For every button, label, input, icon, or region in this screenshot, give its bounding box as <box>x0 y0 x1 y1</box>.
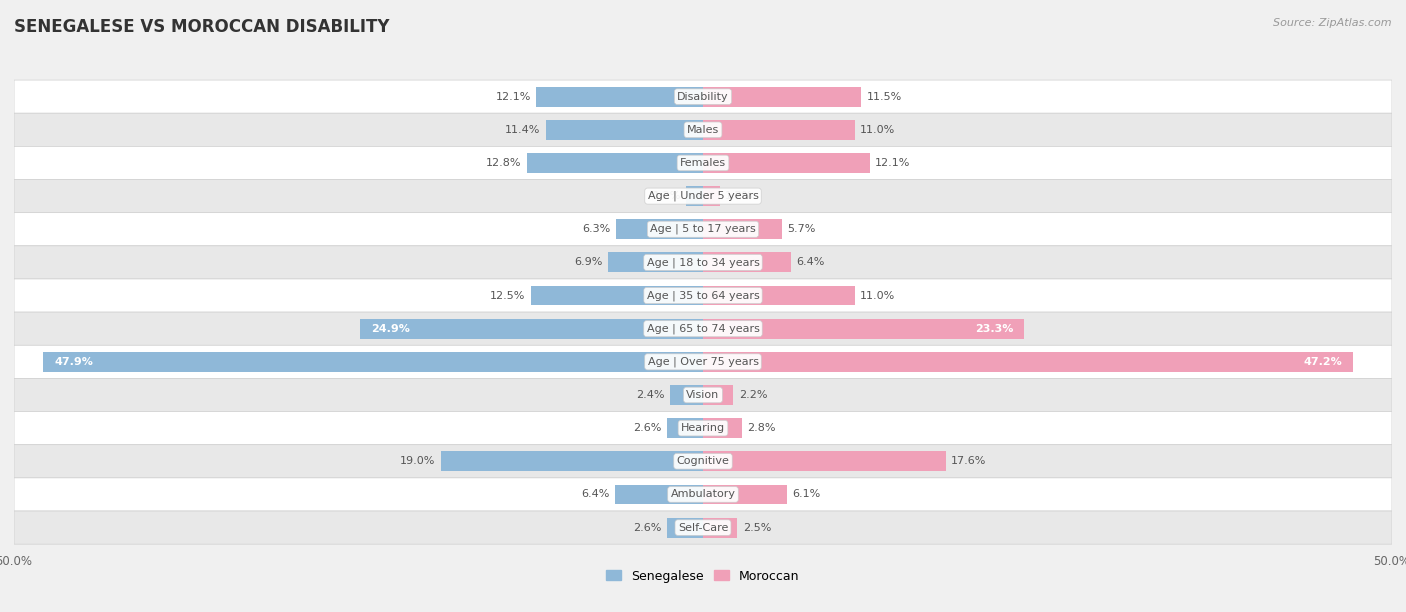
FancyBboxPatch shape <box>14 212 1392 246</box>
Text: 12.8%: 12.8% <box>485 158 522 168</box>
FancyBboxPatch shape <box>14 445 1392 478</box>
Bar <box>616 219 703 239</box>
Text: 12.1%: 12.1% <box>875 158 911 168</box>
Text: 23.3%: 23.3% <box>974 324 1012 334</box>
Bar <box>360 319 703 338</box>
FancyBboxPatch shape <box>14 312 1392 345</box>
Text: 5.7%: 5.7% <box>787 224 815 234</box>
Text: Age | 5 to 17 years: Age | 5 to 17 years <box>650 224 756 234</box>
Text: 6.9%: 6.9% <box>574 258 602 267</box>
Text: Source: ZipAtlas.com: Source: ZipAtlas.com <box>1274 18 1392 28</box>
Bar <box>607 252 703 272</box>
Bar <box>614 485 703 504</box>
Text: Age | Under 5 years: Age | Under 5 years <box>648 191 758 201</box>
FancyBboxPatch shape <box>14 345 1392 378</box>
FancyBboxPatch shape <box>14 113 1392 146</box>
Bar <box>703 485 787 504</box>
Bar <box>703 252 792 272</box>
Text: 6.4%: 6.4% <box>581 490 609 499</box>
Bar <box>531 286 703 305</box>
Text: SENEGALESE VS MOROCCAN DISABILITY: SENEGALESE VS MOROCCAN DISABILITY <box>14 18 389 36</box>
FancyBboxPatch shape <box>14 146 1392 179</box>
FancyBboxPatch shape <box>14 478 1392 511</box>
Bar <box>703 418 741 438</box>
Bar <box>668 418 703 438</box>
Text: 12.1%: 12.1% <box>495 92 531 102</box>
FancyBboxPatch shape <box>14 378 1392 411</box>
Text: 2.6%: 2.6% <box>633 423 662 433</box>
Bar <box>536 87 703 106</box>
Text: 6.3%: 6.3% <box>582 224 610 234</box>
Bar <box>703 352 1354 371</box>
Bar <box>527 153 703 173</box>
Text: Self-Care: Self-Care <box>678 523 728 532</box>
Bar <box>703 219 782 239</box>
FancyBboxPatch shape <box>14 411 1392 445</box>
Text: Hearing: Hearing <box>681 423 725 433</box>
Text: 24.9%: 24.9% <box>371 324 409 334</box>
Bar <box>703 153 870 173</box>
FancyBboxPatch shape <box>14 80 1392 113</box>
Text: 11.4%: 11.4% <box>505 125 540 135</box>
Bar <box>703 87 862 106</box>
Bar <box>703 385 734 405</box>
Text: Age | 65 to 74 years: Age | 65 to 74 years <box>647 324 759 334</box>
Text: 6.4%: 6.4% <box>797 258 825 267</box>
Bar <box>703 518 738 537</box>
Bar <box>703 186 720 206</box>
Text: 47.9%: 47.9% <box>53 357 93 367</box>
Text: 2.8%: 2.8% <box>747 423 776 433</box>
Text: Females: Females <box>681 158 725 168</box>
Text: 12.5%: 12.5% <box>489 291 526 300</box>
Text: Ambulatory: Ambulatory <box>671 490 735 499</box>
Text: Males: Males <box>688 125 718 135</box>
Text: 17.6%: 17.6% <box>950 457 987 466</box>
Text: 11.5%: 11.5% <box>868 92 903 102</box>
Text: 19.0%: 19.0% <box>401 457 436 466</box>
FancyBboxPatch shape <box>14 246 1392 279</box>
Bar <box>441 451 703 471</box>
Text: 2.5%: 2.5% <box>742 523 772 532</box>
Text: Age | 35 to 64 years: Age | 35 to 64 years <box>647 290 759 300</box>
Bar <box>546 120 703 140</box>
Text: 11.0%: 11.0% <box>860 291 896 300</box>
Bar <box>703 451 945 471</box>
Text: Age | 18 to 34 years: Age | 18 to 34 years <box>647 257 759 267</box>
Bar <box>668 518 703 537</box>
Text: 2.6%: 2.6% <box>633 523 662 532</box>
Text: 2.2%: 2.2% <box>738 390 768 400</box>
Text: 6.1%: 6.1% <box>793 490 821 499</box>
Bar <box>703 120 855 140</box>
Bar <box>686 186 703 206</box>
FancyBboxPatch shape <box>14 511 1392 544</box>
FancyBboxPatch shape <box>14 179 1392 212</box>
Text: Disability: Disability <box>678 92 728 102</box>
Text: 47.2%: 47.2% <box>1303 357 1343 367</box>
Bar <box>44 352 703 371</box>
Text: Cognitive: Cognitive <box>676 457 730 466</box>
Text: 11.0%: 11.0% <box>860 125 896 135</box>
Text: Age | Over 75 years: Age | Over 75 years <box>648 357 758 367</box>
Text: 1.2%: 1.2% <box>652 191 681 201</box>
Bar <box>669 385 703 405</box>
Legend: Senegalese, Moroccan: Senegalese, Moroccan <box>602 564 804 588</box>
Text: 1.2%: 1.2% <box>725 191 754 201</box>
Bar <box>703 319 1024 338</box>
Bar <box>703 286 855 305</box>
Text: Vision: Vision <box>686 390 720 400</box>
Text: 2.4%: 2.4% <box>636 390 665 400</box>
FancyBboxPatch shape <box>14 279 1392 312</box>
